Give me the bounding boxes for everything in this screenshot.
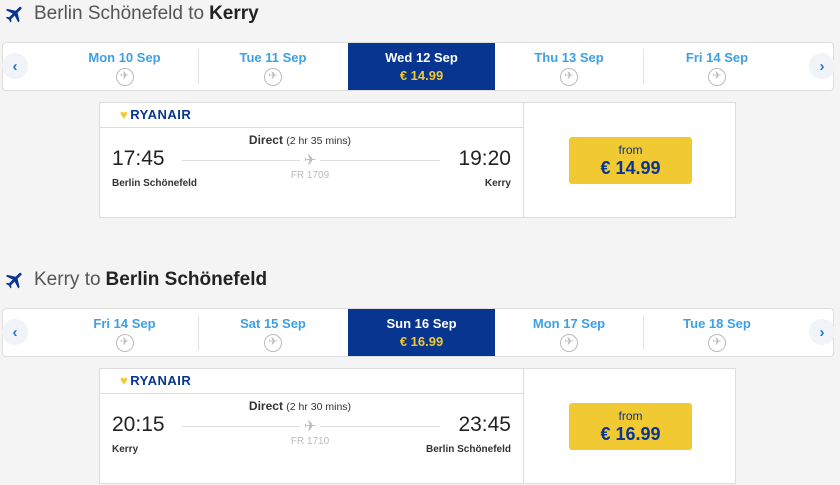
prev-dates-button[interactable]: ‹ [2,319,28,345]
divider [198,315,199,350]
arrive-time: 19:20 [458,147,511,170]
journey-title: Berlin Schönefeld to Kerry [4,0,259,28]
date-price: € 14.99 [399,68,444,83]
flight-card: ♥ RYANAIR Direct (2 hr 30 mins) 20:15 23:… [99,368,736,484]
origin-name: Kerry [34,269,80,290]
no-flights-icon: ✈ [708,68,726,86]
select-fare-button[interactable]: from € 14.99 [569,137,692,184]
plane-icon [4,3,26,25]
date-label: Sun 16 Sep [386,316,457,331]
no-flights-icon: ✈ [708,334,726,352]
chevron-right-icon: › [819,323,825,341]
duration: (2 hr 35 mins) [286,135,352,147]
duration: (2 hr 30 mins) [286,401,352,413]
date-label: Fri 14 Sep [93,316,156,331]
direct-label: Direct [248,399,283,413]
select-fare-button[interactable]: from € 16.99 [569,403,692,450]
date-tab[interactable]: Tue 11 Sep ✈ [198,43,348,90]
no-flights-icon: ✈ [115,68,134,86]
chevron-left-icon: ‹ [12,57,18,75]
to-word: to [188,3,205,24]
date-label: Fri 14 Sep [685,50,749,65]
no-flights-icon: ✈ [560,334,578,352]
date-tab[interactable]: Tue 18 Sep ✈ [643,309,791,356]
from-label: from [618,143,643,157]
date-tab[interactable]: Sat 15 Sep ✈ [198,309,348,356]
date-tab[interactable]: Sun 16 Sep € 16.99 [348,309,495,356]
date-tab[interactable]: Wed 12 Sep € 14.99 [348,43,495,90]
airline-logo: ♥ RYANAIR [100,103,523,128]
destination-name: Kerry [209,3,259,24]
date-tab[interactable]: Fri 14 Sep ✈ [51,309,198,356]
depart-time: 20:15 [112,413,165,436]
destination-name: Berlin Schönefeld [105,269,268,290]
from-label: from [618,409,643,423]
fare-price: € 14.99 [600,158,661,178]
journey-title: Kerry to Berlin Schönefeld [4,266,267,294]
no-flights-icon: ✈ [115,334,134,352]
date-tab[interactable]: Mon 17 Sep ✈ [495,309,643,356]
direct-label: Direct [248,133,283,147]
no-flights-icon: ✈ [264,68,282,86]
harp-icon: ♥ [120,107,129,122]
destination-city: Kerry [484,178,511,189]
divider [198,49,199,84]
flight-type: Direct (2 hr 30 mins) [100,399,500,413]
airline-logo: ♥ RYANAIR [100,369,523,394]
origin-city: Kerry [112,444,139,455]
date-selector: ‹ Fri 14 Sep ✈ Sat 15 Sep ✈ Sun 16 Sep €… [2,308,835,357]
origin-name: Berlin Schönefeld [34,3,183,24]
depart-time: 17:45 [112,147,165,170]
date-label: Thu 13 Sep [534,50,604,65]
chevron-right-icon: › [819,57,825,75]
destination-city: Berlin Schönefeld [425,444,511,455]
date-selector: ‹ Mon 10 Sep ✈ Tue 11 Sep ✈ Wed 12 Sep €… [2,42,835,91]
date-label: Mon 10 Sep [88,50,161,65]
date-label: Wed 12 Sep [385,50,458,65]
flight-number: FR 1710 [290,436,330,447]
next-dates-button[interactable]: › [809,319,835,345]
divider [643,315,644,350]
date-tab[interactable]: Thu 13 Sep ✈ [495,43,643,90]
plane-icon: ✈ [300,417,320,435]
airline-name: RYANAIR [130,373,192,388]
date-label: Tue 18 Sep [683,316,751,331]
divider [643,49,644,84]
next-dates-button[interactable]: › [809,53,835,79]
plane-icon [4,269,26,291]
prev-dates-button[interactable]: ‹ [2,53,28,79]
flight-type: Direct (2 hr 35 mins) [100,133,500,147]
to-word: to [84,269,101,290]
fare-price: € 16.99 [600,424,661,444]
plane-icon: ✈ [300,151,320,169]
no-flights-icon: ✈ [560,68,578,86]
date-label: Tue 11 Sep [239,50,307,65]
chevron-left-icon: ‹ [12,323,18,341]
flight-card: ♥ RYANAIR Direct (2 hr 35 mins) 17:45 19:… [99,102,736,218]
origin-city: Berlin Schönefeld [112,178,198,189]
date-price: € 16.99 [399,334,444,349]
date-label: Mon 17 Sep [532,316,606,331]
no-flights-icon: ✈ [264,334,282,352]
arrive-time: 23:45 [458,413,511,436]
date-tab[interactable]: Fri 14 Sep ✈ [643,43,791,90]
harp-icon: ♥ [120,373,129,388]
date-tab[interactable]: Mon 10 Sep ✈ [51,43,198,90]
date-label: Sat 15 Sep [240,316,306,331]
flight-number: FR 1709 [290,170,330,181]
airline-name: RYANAIR [130,107,192,122]
